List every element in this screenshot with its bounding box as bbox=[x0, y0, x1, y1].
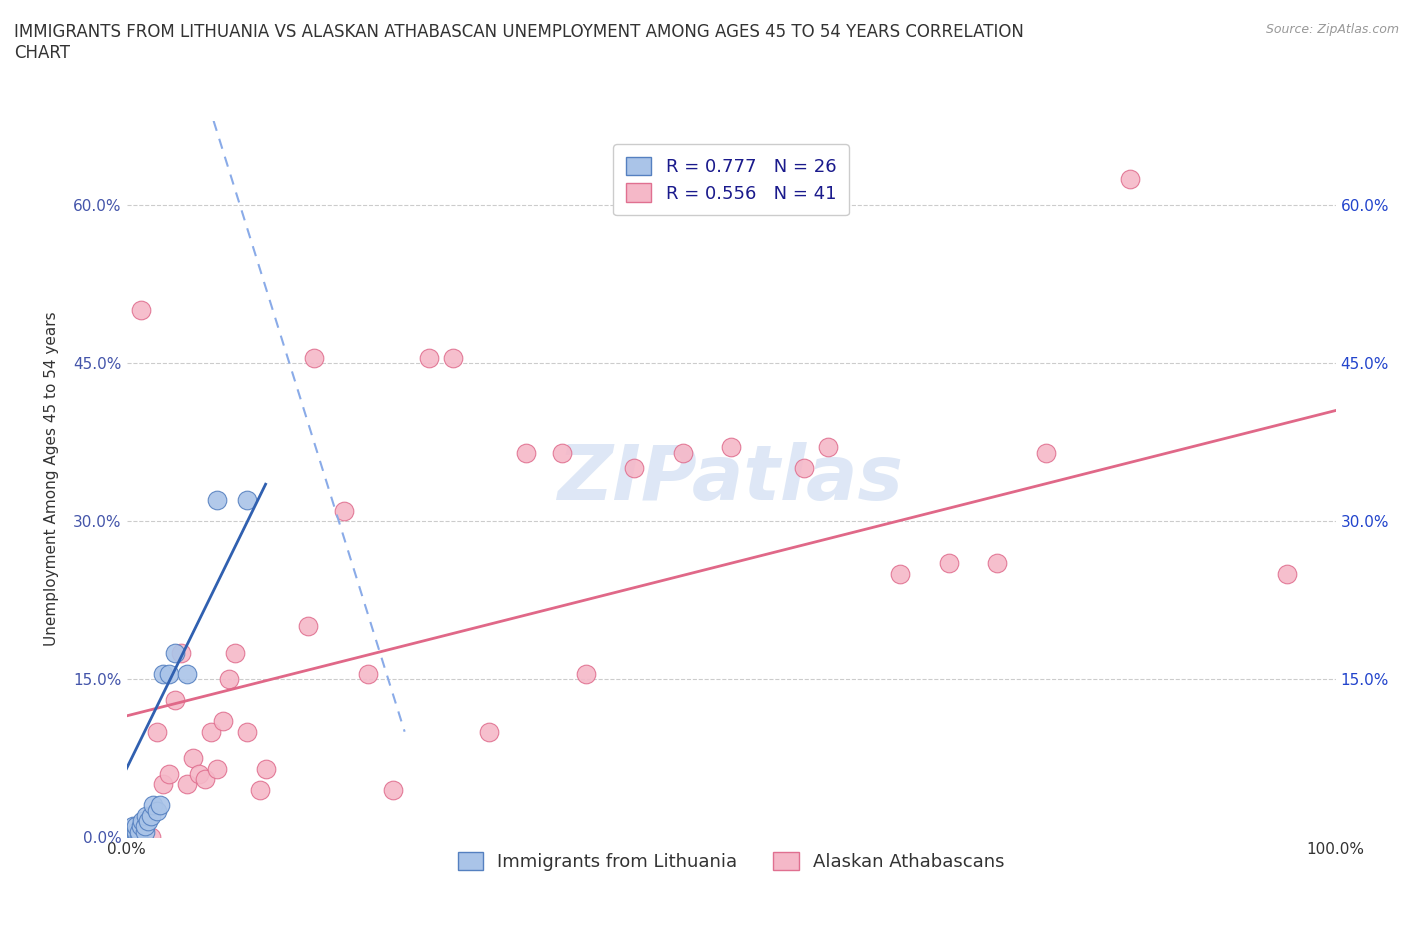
Point bbox=[176, 666, 198, 681]
Point bbox=[720, 440, 742, 455]
Point bbox=[121, 824, 143, 839]
Point bbox=[1119, 171, 1142, 186]
Point bbox=[889, 566, 911, 581]
Point bbox=[121, 830, 143, 844]
Point bbox=[139, 830, 162, 844]
Point bbox=[125, 819, 148, 834]
Point bbox=[121, 824, 143, 839]
Point bbox=[1277, 566, 1299, 581]
Point bbox=[121, 819, 143, 834]
Point bbox=[381, 782, 404, 797]
Point bbox=[418, 351, 440, 365]
Text: Source: ZipAtlas.com: Source: ZipAtlas.com bbox=[1265, 23, 1399, 36]
Point bbox=[212, 713, 235, 728]
Point bbox=[129, 303, 152, 318]
Point bbox=[152, 777, 174, 791]
Point bbox=[297, 619, 319, 634]
Point bbox=[129, 819, 152, 834]
Legend: Immigrants from Lithuania, Alaskan Athabascans: Immigrants from Lithuania, Alaskan Athab… bbox=[450, 844, 1012, 878]
Point bbox=[938, 556, 960, 571]
Point bbox=[128, 830, 150, 844]
Point bbox=[170, 645, 193, 660]
Point bbox=[149, 798, 172, 813]
Point bbox=[163, 645, 186, 660]
Point bbox=[515, 445, 537, 460]
Point bbox=[224, 645, 246, 660]
Point bbox=[236, 724, 259, 739]
Point bbox=[176, 777, 198, 791]
Point bbox=[135, 808, 157, 823]
Point bbox=[441, 351, 464, 365]
Point bbox=[478, 724, 501, 739]
Point bbox=[146, 804, 169, 818]
Point bbox=[181, 751, 204, 765]
Point bbox=[205, 493, 228, 508]
Point bbox=[205, 761, 228, 776]
Point bbox=[236, 493, 259, 508]
Point bbox=[134, 824, 156, 839]
Point bbox=[793, 461, 815, 476]
Point bbox=[157, 766, 180, 781]
Point bbox=[163, 693, 186, 708]
Y-axis label: Unemployment Among Ages 45 to 54 years: Unemployment Among Ages 45 to 54 years bbox=[45, 312, 59, 646]
Point bbox=[357, 666, 380, 681]
Point bbox=[128, 824, 150, 839]
Text: IMMIGRANTS FROM LITHUANIA VS ALASKAN ATHABASCAN UNEMPLOYMENT AMONG AGES 45 TO 54: IMMIGRANTS FROM LITHUANIA VS ALASKAN ATH… bbox=[14, 23, 1024, 62]
Point bbox=[146, 724, 169, 739]
Point bbox=[131, 814, 153, 829]
Point bbox=[125, 830, 148, 844]
Point bbox=[200, 724, 222, 739]
Point bbox=[623, 461, 645, 476]
Point bbox=[142, 798, 165, 813]
Point bbox=[672, 445, 695, 460]
Point bbox=[188, 766, 211, 781]
Point bbox=[1035, 445, 1057, 460]
Point bbox=[194, 772, 217, 787]
Point bbox=[333, 503, 356, 518]
Point bbox=[134, 819, 156, 834]
Point bbox=[302, 351, 325, 365]
Point bbox=[575, 666, 598, 681]
Point bbox=[986, 556, 1008, 571]
Point bbox=[254, 761, 277, 776]
Text: ZIPatlas: ZIPatlas bbox=[558, 442, 904, 516]
Point bbox=[152, 666, 174, 681]
Point bbox=[551, 445, 574, 460]
Point bbox=[139, 808, 162, 823]
Point bbox=[121, 830, 143, 844]
Point bbox=[249, 782, 271, 797]
Point bbox=[125, 824, 148, 839]
Point bbox=[136, 814, 159, 829]
Point bbox=[817, 440, 839, 455]
Point bbox=[157, 666, 180, 681]
Point bbox=[218, 671, 240, 686]
